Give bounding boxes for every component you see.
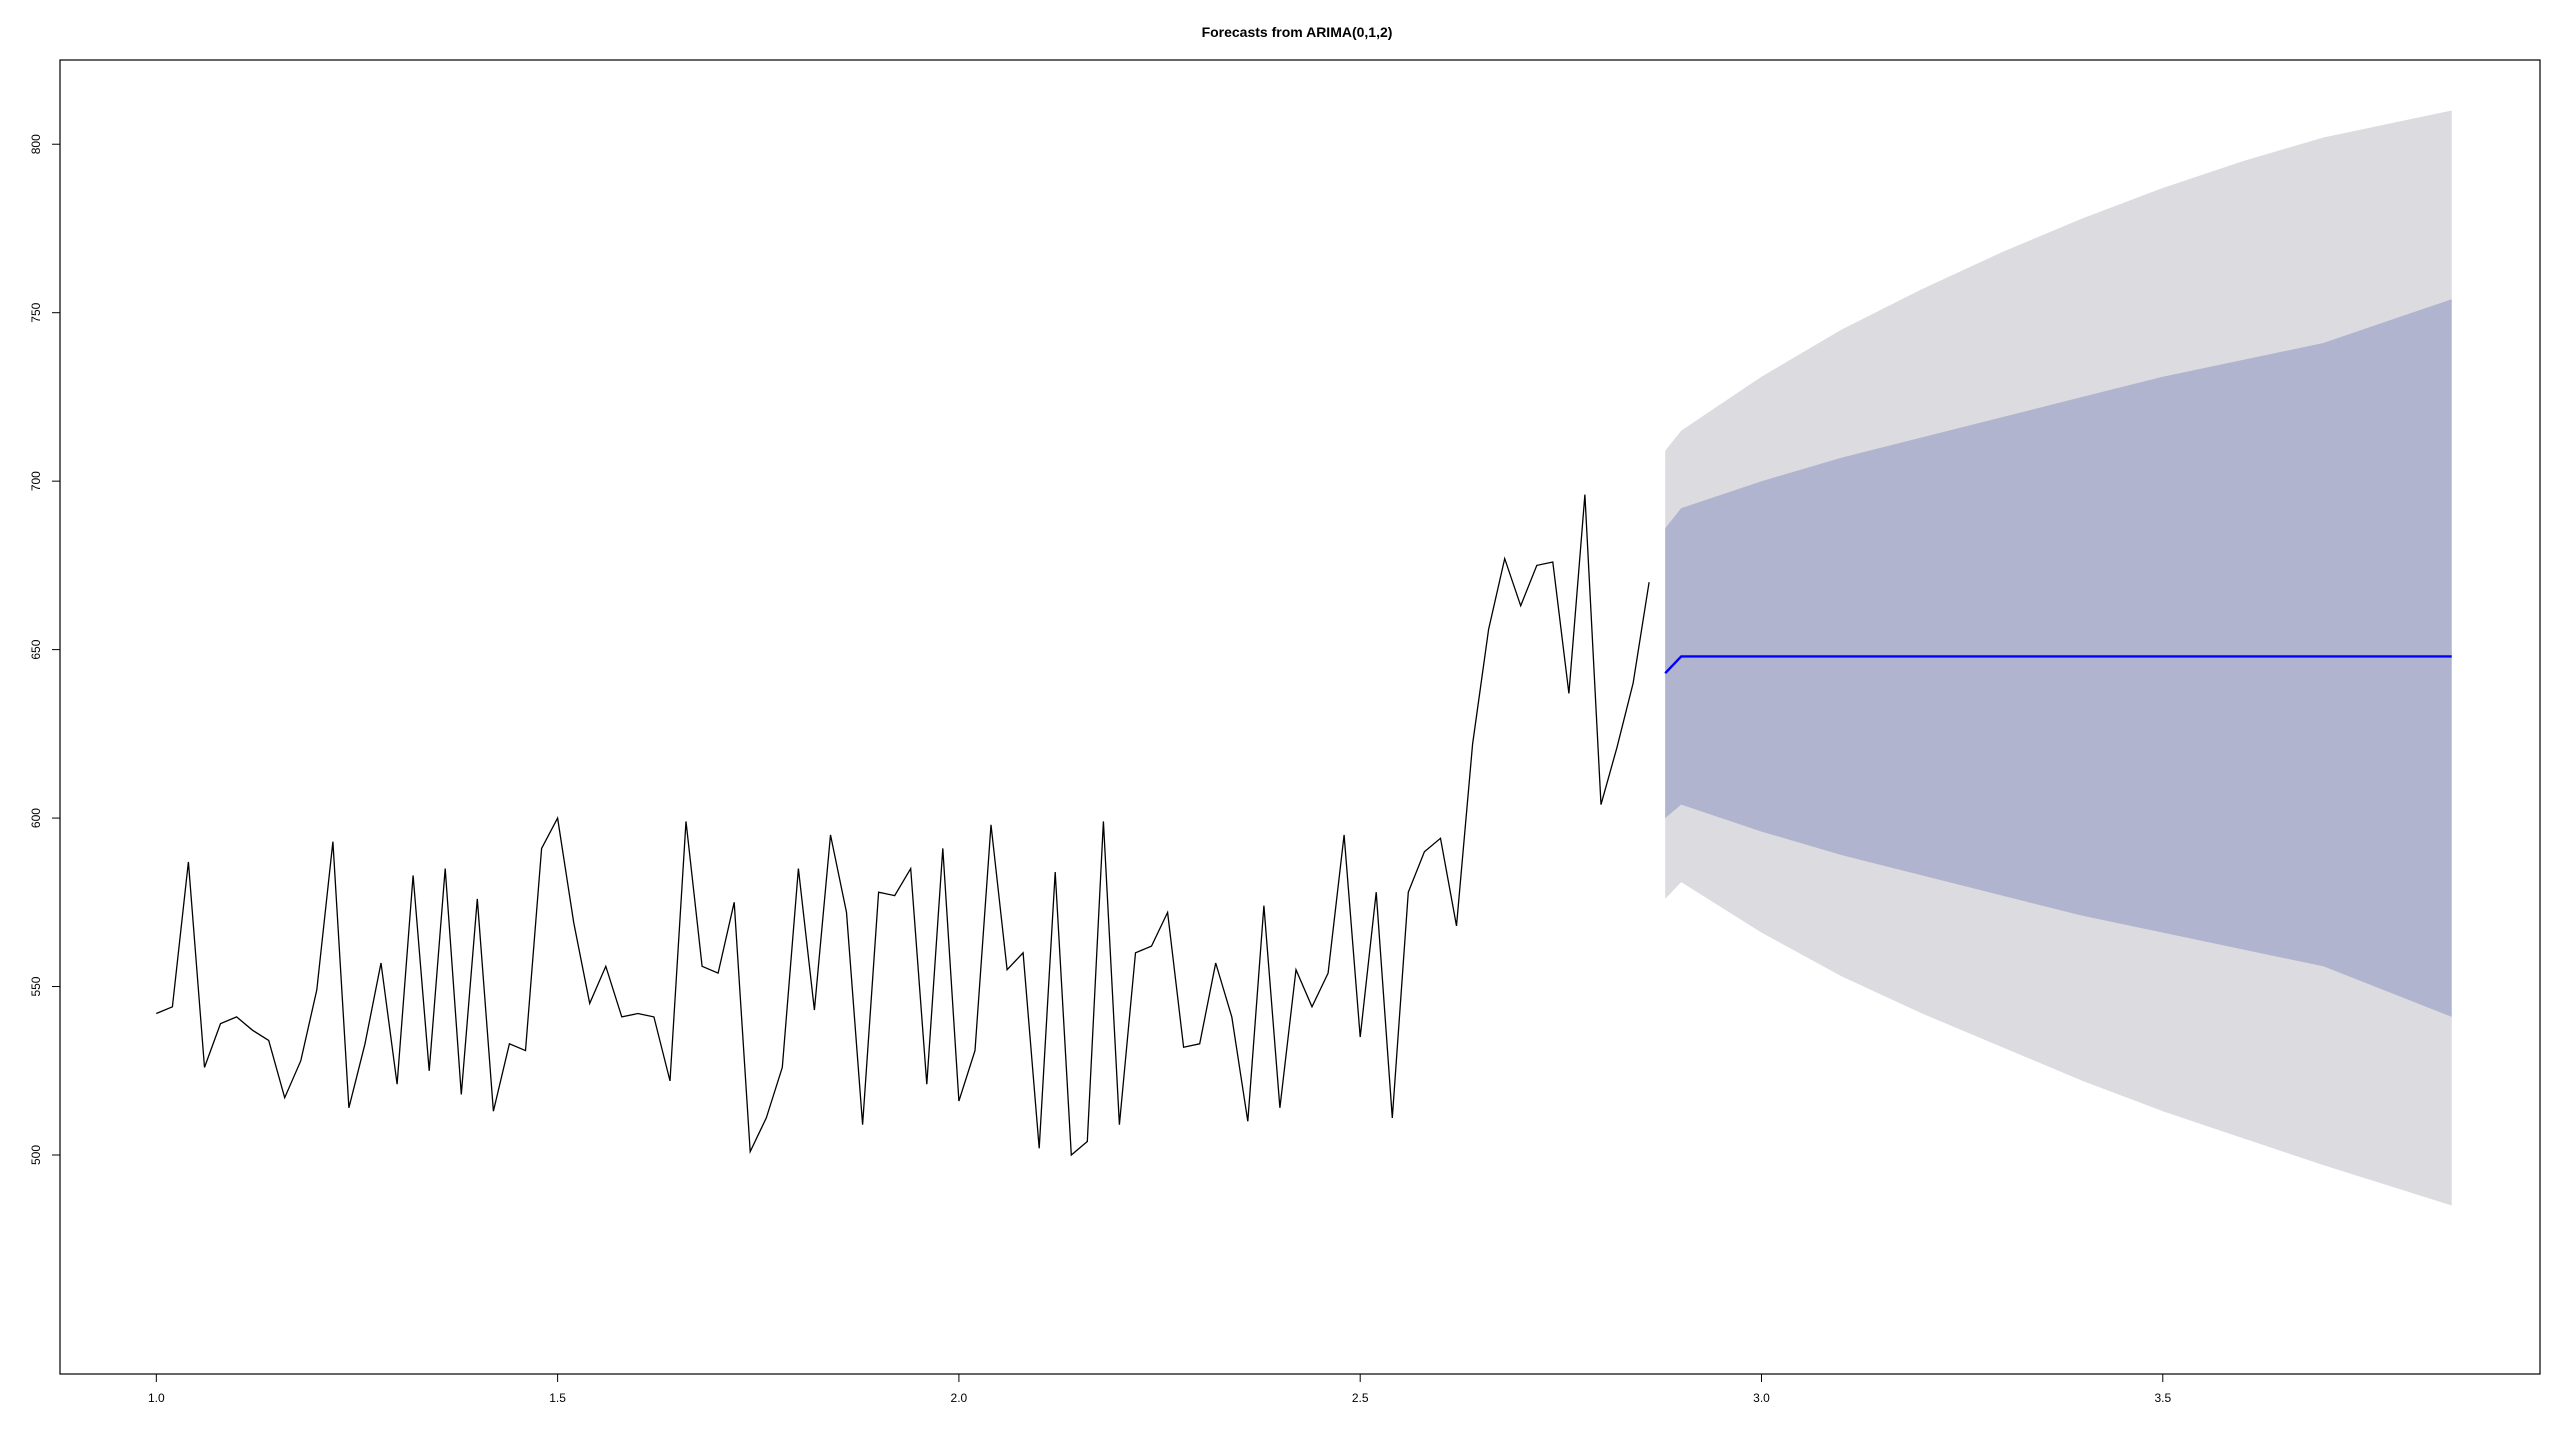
y-tick-label: 550	[29, 976, 43, 996]
x-tick-label: 1.5	[549, 1391, 566, 1405]
x-tick-label: 2.5	[1352, 1391, 1369, 1405]
x-tick-label: 3.0	[1753, 1391, 1770, 1405]
forecast-mean-line	[1664, 655, 2452, 675]
x-tick-label: 3.5	[2154, 1391, 2171, 1405]
y-tick-label: 700	[29, 471, 43, 491]
plot-frame	[59, 59, 2541, 1375]
chart-title: Forecasts from ARIMA(0,1,2)	[1202, 24, 1393, 40]
y-tick-label: 750	[29, 302, 43, 322]
x-tick-label: 1.0	[148, 1391, 165, 1405]
x-axis: 1.0 1.5 2.0 2.5 3.0 3.5	[148, 1374, 2171, 1405]
observed-series-line	[156, 494, 1650, 1157]
y-tick-label: 800	[29, 134, 43, 154]
prediction-intervals	[1665, 110, 2452, 1206]
y-tick-label: 650	[29, 639, 43, 659]
series-lines	[156, 494, 2452, 1157]
x-tick-label: 2.0	[951, 1391, 968, 1405]
y-tick-label: 600	[29, 808, 43, 828]
y-tick-label: 500	[29, 1145, 43, 1165]
band-80	[1665, 299, 2452, 1017]
y-axis: 500 550 600 650 700 750 800	[29, 134, 60, 1165]
